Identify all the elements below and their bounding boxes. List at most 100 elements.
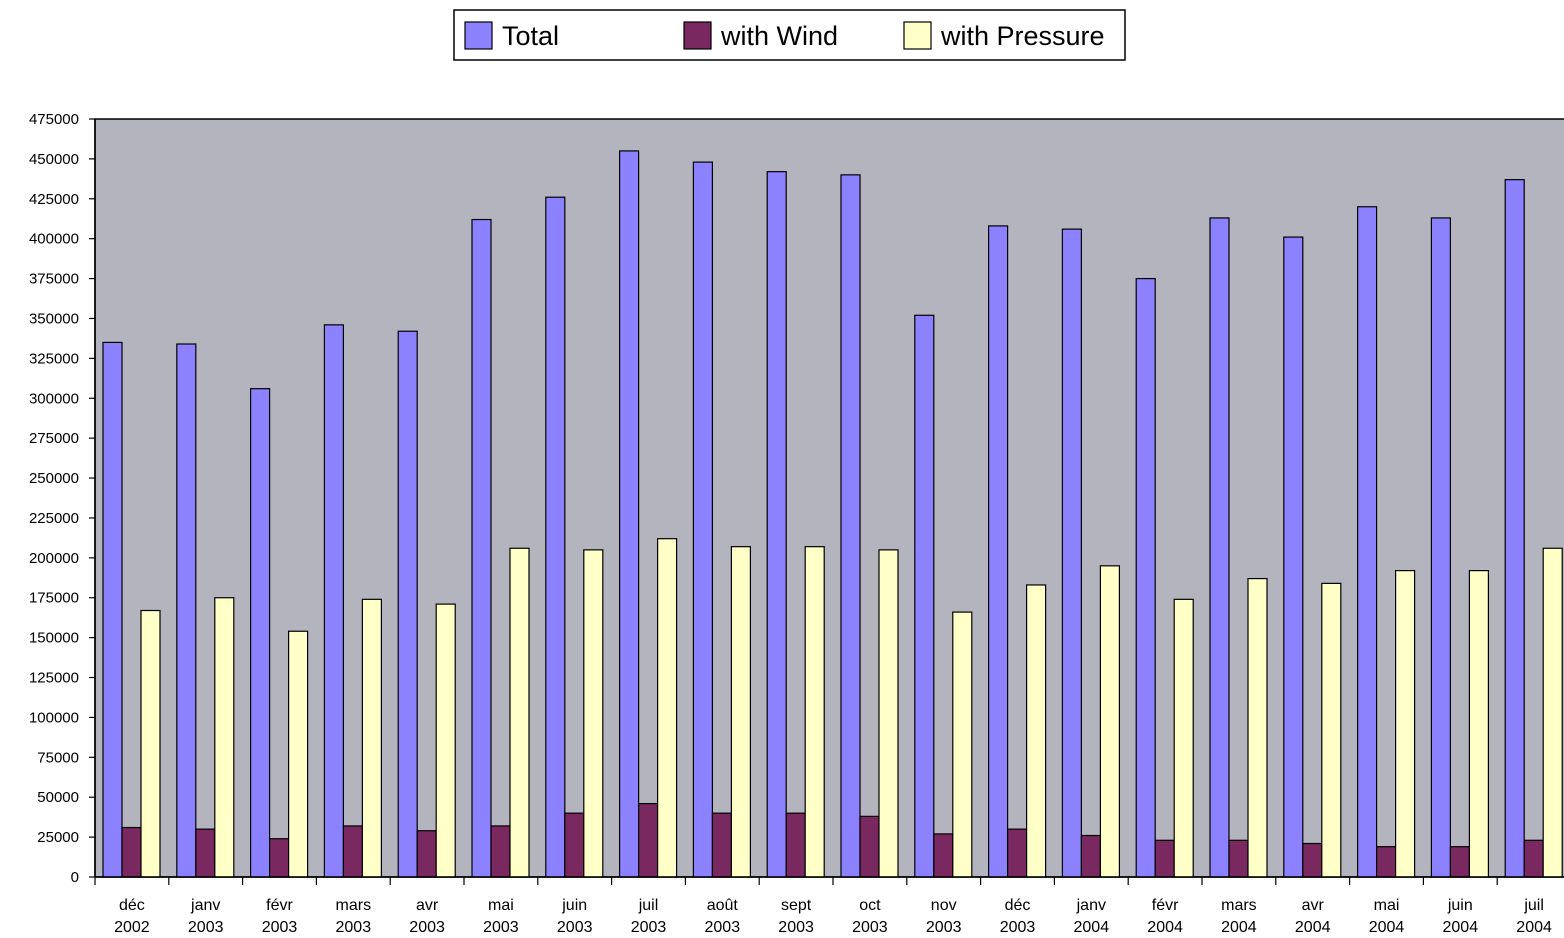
bar-total: [618, 150, 640, 878]
y-tick-label: 325000: [29, 350, 79, 367]
bar-with-pressure: [1321, 582, 1342, 878]
bar-total: [987, 225, 1009, 878]
x-axis: déc 2002 janv 2003 févr 2003 mars 2003 avr 2003 ma…: [94, 876, 1564, 936]
x-tick-label: sept 2003: [778, 897, 814, 936]
y-tick-label: 50000: [37, 789, 79, 806]
bar-with-wind: [711, 812, 733, 878]
bar-with-wind: [1375, 846, 1397, 878]
bar-with-wind: [933, 833, 954, 878]
y-tick-label: 200000: [29, 550, 79, 567]
bar-total: [250, 388, 271, 878]
y-tick-label: 450000: [29, 151, 79, 168]
bar-with-pressure: [140, 609, 161, 878]
bar-with-pressure: [804, 546, 825, 878]
x-tick-label: déc 2003: [1000, 897, 1036, 936]
x-tick-label: févr 2003: [262, 897, 298, 936]
y-tick-label: 350000: [29, 310, 79, 327]
bar-with-pressure: [1099, 565, 1121, 878]
x-tick-label: janv 2004: [1074, 897, 1110, 936]
plot-area: [94, 118, 1564, 878]
bar-total: [1283, 236, 1304, 878]
x-tick-label: juil 2003: [631, 897, 667, 936]
bar-total: [397, 330, 418, 878]
bar-with-pressure: [1173, 598, 1194, 878]
x-tick-label: juin 2004: [1443, 897, 1479, 936]
bar-with-wind: [1228, 839, 1249, 878]
bar-total: [1504, 179, 1525, 878]
y-tick-label: 0: [71, 869, 79, 886]
x-tick-label: janv 2003: [188, 897, 224, 936]
y-tick-label: 275000: [29, 430, 79, 447]
legend-swatch-total: [464, 21, 493, 50]
bar-with-wind: [1006, 828, 1028, 878]
y-tick-label: 100000: [29, 709, 79, 726]
bar-with-wind: [1080, 834, 1102, 878]
bar-total: [102, 341, 123, 878]
legend-swatch-with-pressure: [903, 21, 932, 50]
y-tick-label: 400000: [29, 231, 79, 248]
bar-with-wind: [1449, 846, 1471, 878]
legend-label-with-wind: with Wind: [720, 21, 838, 51]
bar-with-wind: [564, 812, 585, 878]
bar-with-wind: [785, 812, 806, 878]
legend-label-with-pressure: with Pressure: [940, 21, 1105, 51]
bar-total: [323, 324, 344, 878]
x-tick-label: déc 2002: [114, 897, 150, 936]
bar-total: [1356, 206, 1378, 878]
bar-with-pressure: [878, 549, 899, 878]
legend: Total with Wind with Pressure: [453, 9, 1126, 61]
y-tick-label: 300000: [29, 390, 79, 407]
bar-with-pressure: [509, 547, 530, 878]
bar-with-wind: [121, 826, 142, 878]
bar-with-wind: [1154, 839, 1175, 878]
bar-total: [471, 218, 492, 878]
bar-total: [1430, 217, 1452, 878]
y-tick-label: 25000: [37, 829, 79, 846]
bar-total: [692, 161, 714, 878]
x-tick-label: mai 2004: [1369, 897, 1405, 936]
bar-total: [1135, 277, 1156, 878]
legend-label-total: Total: [502, 21, 559, 51]
y-tick-label: 250000: [29, 470, 79, 487]
bar-total: [914, 314, 935, 878]
bar-with-wind: [342, 825, 363, 878]
bar-total: [1061, 228, 1083, 878]
bar-with-pressure: [361, 598, 382, 878]
legend-box: [453, 9, 1126, 61]
bar-with-pressure: [1542, 547, 1563, 878]
bar-with-pressure: [1247, 577, 1268, 878]
x-tick-label: févr 2004: [1147, 897, 1183, 936]
bar-total: [766, 171, 787, 878]
x-tick-label: mai 2003: [483, 897, 519, 936]
bar-total: [545, 196, 566, 878]
x-tick-label: mars 2003: [336, 897, 372, 936]
bar-total: [1209, 217, 1230, 878]
y-tick-label: 475000: [29, 111, 79, 128]
bar-with-pressure: [214, 597, 235, 878]
bar-total: [176, 343, 197, 878]
bar-with-wind: [195, 828, 216, 878]
bar-with-pressure: [1025, 584, 1047, 878]
bar-with-wind: [490, 825, 511, 878]
x-tick-label: nov 2003: [926, 897, 962, 936]
x-tick-label: juin 2003: [557, 897, 593, 936]
y-tick-label: 125000: [29, 670, 79, 687]
bar-with-wind: [637, 802, 659, 878]
y-tick-label: 175000: [29, 590, 79, 607]
bar-total: [840, 174, 861, 878]
x-tick-label: avr 2004: [1295, 897, 1331, 936]
x-tick-label: juil 2004: [1516, 897, 1552, 936]
y-tick-label: 75000: [37, 749, 79, 766]
bar-with-wind: [416, 830, 437, 878]
y-axis: 0 25000 50000 75000 100000 125000 150000 175000…: [29, 111, 96, 886]
bar-with-pressure: [1394, 570, 1416, 878]
bar-with-pressure: [435, 603, 456, 878]
bar-with-wind: [269, 838, 290, 878]
x-tick-label: oct 2003: [852, 897, 888, 936]
bar-with-wind: [1523, 839, 1544, 878]
y-tick-label: 225000: [29, 510, 79, 527]
bar-with-pressure: [288, 630, 309, 878]
legend-swatch-with-wind: [683, 21, 712, 50]
bar-with-pressure: [1468, 570, 1490, 878]
